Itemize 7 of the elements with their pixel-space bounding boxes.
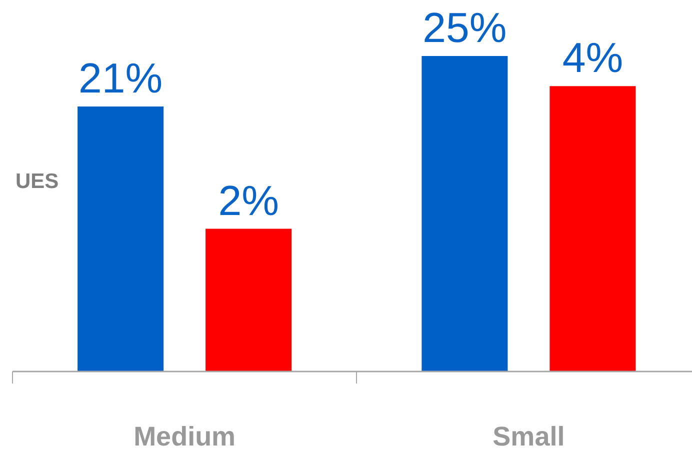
data-label: 21% (78, 54, 163, 102)
x-tick-label: Small (492, 422, 565, 452)
annotation: UES (16, 170, 59, 193)
x-tick-label: Medium (134, 422, 236, 452)
data-label: 2% (218, 176, 279, 224)
data-label: 4% (562, 34, 624, 82)
data-label: 25% (422, 4, 507, 52)
